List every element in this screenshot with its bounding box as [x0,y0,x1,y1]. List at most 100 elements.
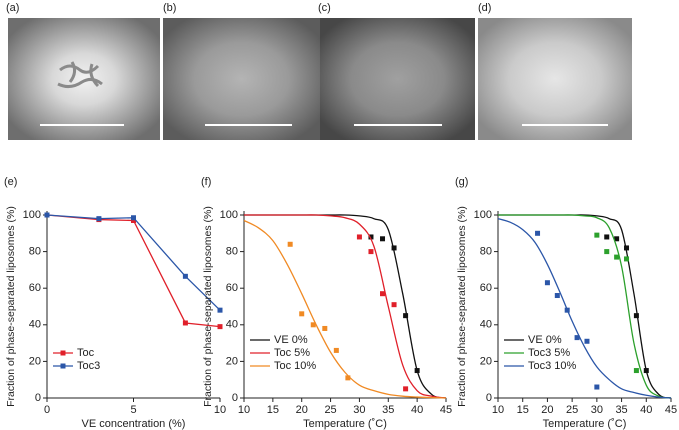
legend-label: Toc3 5% [528,347,570,359]
marker [554,293,560,299]
x-tick-label: 45 [440,404,452,416]
legend-label: VE 0% [528,334,562,346]
marker [633,368,639,374]
y-tick-label: 60 [480,282,492,294]
marker [604,249,610,255]
marker [624,256,630,262]
legend-label: Toc3 10% [528,360,577,372]
marker [380,236,386,242]
x-tick-label: 25 [324,404,336,416]
legend-marker [60,363,66,369]
y-tick-label: 100 [474,209,492,221]
marker [345,375,351,381]
y-axis-label: Fraction of phase-separated liposomes (%… [202,206,214,407]
micrograph [320,18,475,140]
panel-label: (e) [4,176,17,188]
marker [594,232,600,238]
marker [584,338,590,344]
micrograph [8,18,160,140]
marker [391,302,397,308]
marker [96,216,102,222]
y-tick-label: 0 [486,392,492,404]
marker [544,280,550,286]
y-tick-label: 20 [29,355,41,367]
x-tick-label: 15 [267,404,279,416]
marker [391,245,397,251]
y-tick-label: 20 [226,355,238,367]
x-tick-label: 15 [517,404,529,416]
marker [131,215,136,221]
panel-label: (b) [163,2,176,14]
fit-curve [244,214,447,399]
y-tick-label: 40 [226,319,238,331]
marker [414,368,420,374]
x-tick-label: 20 [541,404,553,416]
x-tick-label: 35 [615,404,627,416]
y-tick-label: 80 [480,246,492,258]
marker [333,347,339,353]
chart: (f) 0 20 40 60 80 100 10 15 20 25 30 35 40 45 Temperatu… [201,176,452,430]
marker [380,291,386,297]
marker [182,320,188,326]
fit-curve [243,219,447,399]
y-tick-label: 40 [29,319,41,331]
x-tick-label: 10 [238,404,250,416]
x-tick-label: 30 [353,404,365,416]
y-tick-label: 0 [232,392,238,404]
marker [368,249,374,255]
y-tick-label: 20 [480,355,492,367]
y-tick-label: 60 [29,282,41,294]
marker [633,313,639,319]
y-tick-label: 60 [226,282,238,294]
x-tick-label: 25 [566,404,578,416]
marker [287,241,293,247]
x-tick-label: 35 [382,404,394,416]
panel-label: (f) [201,176,211,188]
series-line [46,214,221,328]
marker [356,234,362,240]
x-axis-label: Temperature (˚C) [303,418,387,430]
marker [643,368,649,374]
y-tick-label: 40 [480,319,492,331]
y-tick-label: 0 [35,392,41,404]
micrograph-row: (a) (b) (c) (d) [6,2,632,140]
marker [217,307,223,313]
marker [44,212,50,218]
marker [217,324,223,330]
marker [624,245,630,251]
marker [310,322,316,328]
x-tick-label: 10 [214,404,226,416]
micrograph [163,18,320,140]
y-tick-label: 100 [220,209,238,221]
legend-label: Toc [77,347,95,359]
x-tick-label: 30 [591,404,603,416]
x-tick-label: 20 [296,404,308,416]
marker [299,311,305,317]
marker [574,335,580,341]
legend-label: Toc3 [77,360,100,372]
domain-pattern [57,61,103,89]
marker [614,236,620,242]
marker [403,386,409,392]
x-tick-label: 0 [44,404,50,416]
marker [403,313,409,319]
series-line [46,214,221,311]
y-tick-label: 80 [29,246,41,258]
legend-label: Toc 10% [274,360,316,372]
panel-label: (d) [478,2,491,14]
x-tick-label: 40 [640,404,652,416]
y-axis-label: Fraction of phase-separated liposomes (%… [456,206,468,407]
marker [535,230,541,236]
x-tick-label: 10 [492,404,504,416]
marker [614,254,620,260]
y-tick-label: 80 [226,246,238,258]
x-axis-label: Temperature (˚C) [543,418,627,430]
chart: (e) 0 20 40 60 80 100 0 5 10 VE concentration (%) F… [4,176,226,430]
marker [594,384,600,390]
legend-label: Toc 5% [274,347,310,359]
x-tick-label: 40 [411,404,423,416]
fit-curve [497,218,672,399]
marker [564,307,570,313]
x-tick-label: 5 [130,404,136,416]
